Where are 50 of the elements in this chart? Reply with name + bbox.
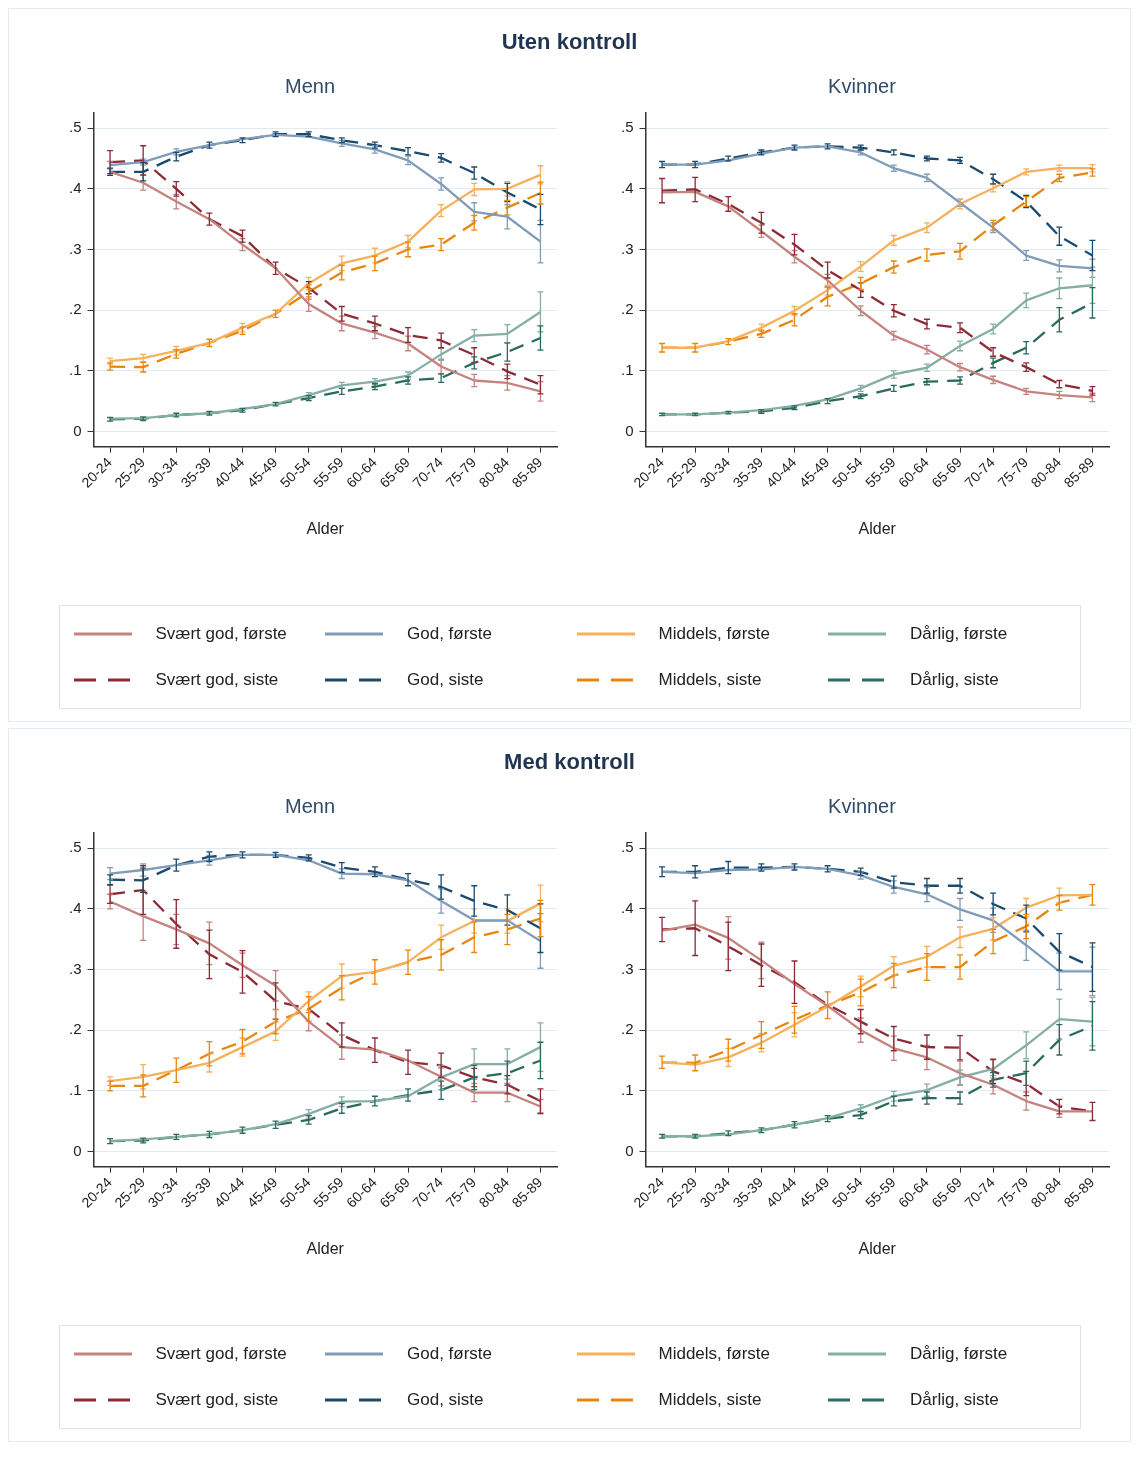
chart-title: Med kontroll — [503, 748, 636, 776]
y-tick-label: .1 — [68, 1080, 82, 1098]
x-axis-title: Alder — [858, 519, 897, 537]
legend-label: God, siste — [407, 1390, 484, 1410]
y-tick-label: .3 — [68, 959, 82, 977]
y-tick-label: 0 — [73, 1141, 82, 1159]
y-tick-label: .3 — [68, 239, 82, 257]
legend-label: God, første — [407, 1344, 493, 1364]
y-tick-label: .4 — [68, 898, 82, 916]
chart-subtitle: Menn — [284, 74, 336, 97]
legend-label: Svært god, første — [155, 624, 287, 644]
y-tick-label: .3 — [620, 239, 634, 257]
y-tick-label: .4 — [620, 178, 634, 196]
legend-label: God, siste — [407, 670, 484, 690]
y-tick-label: .3 — [620, 959, 634, 977]
y-tick-label: .4 — [68, 178, 82, 196]
y-tick-label: .2 — [68, 1020, 82, 1038]
legend-label: God, første — [407, 624, 493, 644]
legend-label: Middels, siste — [658, 670, 762, 690]
legend-label: Dårlig, siste — [910, 670, 999, 690]
y-tick-label: 0 — [625, 1141, 634, 1159]
legend-label: Svært god, første — [155, 1344, 287, 1364]
legend-label: Dårlig, siste — [910, 1390, 999, 1410]
chart-title: Uten kontroll — [500, 28, 639, 56]
chart-subtitle: Kvinner — [828, 74, 897, 97]
y-tick-label: .1 — [620, 360, 634, 378]
legend-label: Dårlig, første — [910, 624, 1008, 644]
x-axis-title: Alder — [858, 1239, 897, 1257]
y-tick-label: .2 — [620, 1020, 634, 1038]
legend-label: Middels, første — [658, 624, 770, 644]
x-axis-title: Alder — [306, 1239, 345, 1257]
y-tick-label: .1 — [620, 1080, 634, 1098]
y-tick-label: .2 — [68, 300, 82, 318]
y-tick-label: .1 — [68, 360, 82, 378]
y-tick-label: .4 — [620, 898, 634, 916]
legend-label: Middels, siste — [658, 1390, 762, 1410]
y-tick-label: 0 — [73, 421, 82, 439]
y-tick-label: .5 — [620, 118, 634, 136]
y-tick-label: 0 — [625, 421, 634, 439]
x-axis-title: Alder — [306, 519, 345, 537]
legend-label: Svært god, siste — [155, 1390, 279, 1410]
chart-subtitle: Kvinner — [828, 794, 897, 817]
y-tick-label: .5 — [620, 838, 634, 856]
y-tick-label: .5 — [68, 118, 82, 136]
legend-label: Dårlig, første — [910, 1344, 1008, 1364]
y-tick-label: .2 — [620, 300, 634, 318]
legend-label: Svært god, siste — [155, 670, 279, 690]
chart-subtitle: Menn — [284, 794, 336, 817]
y-tick-label: .5 — [68, 838, 82, 856]
legend-label: Middels, første — [658, 1344, 770, 1364]
